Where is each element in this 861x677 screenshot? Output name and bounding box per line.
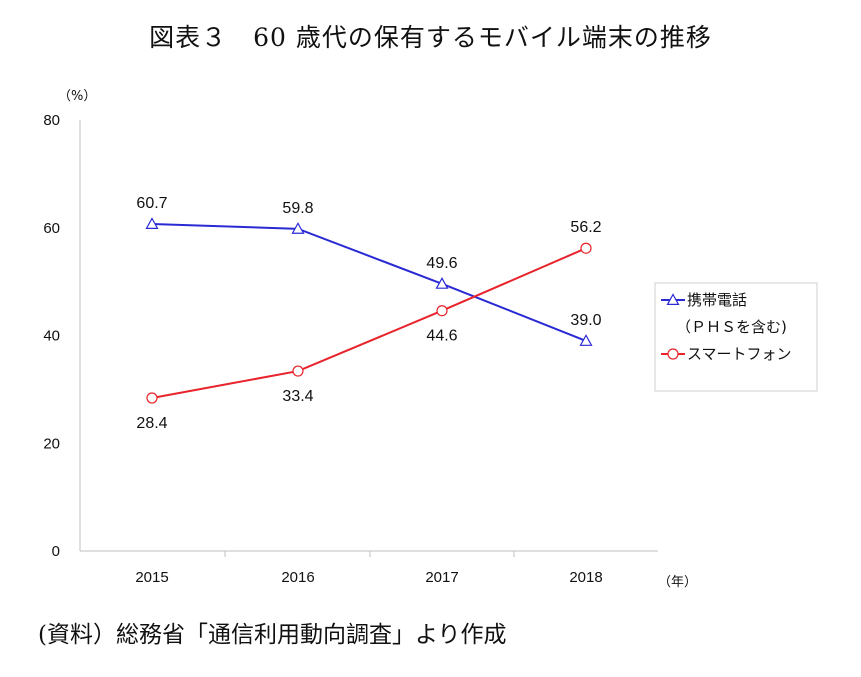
chart-title: 図表３ 60 歳代の保有するモバイル端末の推移 [149, 23, 712, 52]
y-tick-label: 60 [43, 220, 60, 237]
data-point-marker [580, 242, 592, 254]
y-tick-label: 20 [43, 435, 60, 452]
data-label: 44.6 [426, 328, 457, 345]
legend-label-mobile-sub: （ＰＨＳを含む) [676, 318, 787, 336]
y-axis-ticks: 0 20 40 60 80 [43, 112, 60, 560]
legend: 携帯電話 （ＰＨＳを含む) スマートフォン [654, 282, 818, 392]
data-label: 56.2 [570, 219, 601, 236]
legend-label-mobile: 携帯電話 [687, 291, 747, 309]
source-note: (資料）総務省「通信利用動向調査」より作成 [38, 622, 507, 648]
y-axis-unit: （%） [58, 89, 96, 104]
y-tick-label: 40 [43, 328, 60, 345]
data-point-marker [291, 222, 305, 234]
y-tick-label: 0 [52, 543, 60, 560]
y-tick-label: 80 [43, 112, 60, 129]
x-tick-label: 2018 [569, 569, 602, 586]
data-label: 39.0 [570, 312, 601, 329]
data-point-marker [292, 365, 304, 377]
series-line-0 [151, 222, 587, 342]
x-tick-label: 2016 [281, 569, 314, 586]
data-label: 59.8 [282, 200, 313, 217]
legend-marker-1 [667, 348, 679, 360]
data-label: 49.6 [426, 255, 457, 272]
data-label: 33.4 [282, 388, 313, 405]
data-point-marker [436, 305, 448, 317]
data-point-marker [145, 217, 159, 229]
x-tick-label: 2017 [425, 569, 458, 586]
data-point-marker [146, 392, 158, 404]
data-point-marker [579, 334, 593, 346]
legend-label-smartphone: スマートフォン [687, 345, 792, 363]
legend-marker-0 [666, 293, 680, 305]
series-group: 60.7 59.8 49.6 39.0 28.4 33.4 44.6 56.2 [136, 195, 601, 432]
data-point-marker [435, 277, 449, 289]
series-line-1 [151, 247, 587, 399]
x-axis-ticks: 2015 2016 2017 2018 [135, 551, 603, 586]
data-label: 60.7 [136, 195, 167, 212]
data-label: 28.4 [136, 415, 167, 432]
x-tick-label: 2015 [135, 569, 168, 586]
x-axis-unit: （年） [658, 575, 697, 590]
